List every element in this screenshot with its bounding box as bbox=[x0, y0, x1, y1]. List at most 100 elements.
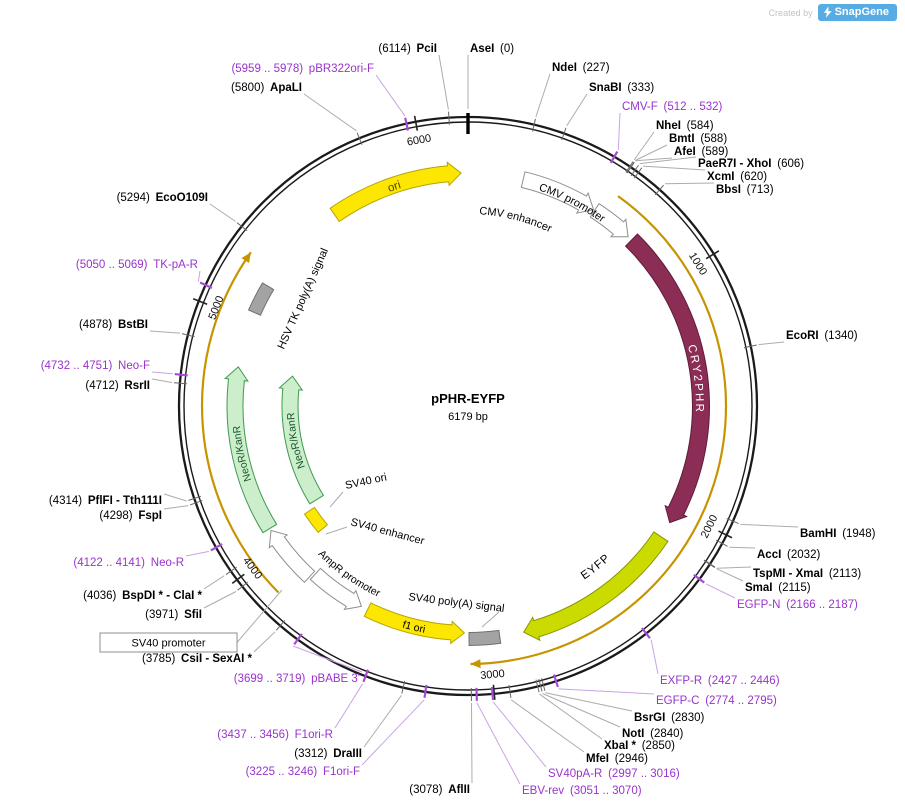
site-tk-pa-r-leader bbox=[197, 270, 201, 282]
created-by-text: Created by bbox=[768, 7, 813, 18]
scale-label-5000: 5000 bbox=[206, 294, 226, 321]
site-pbabe-3-label[interactable]: (3699 .. 3719) pBABE 3' bbox=[234, 673, 360, 685]
annotation-sv40-poly-a-signal: SV40 poly(A) signal bbox=[408, 591, 505, 615]
site-csii-sexai-label[interactable]: (3785) CsiI - SexAI * bbox=[142, 653, 252, 665]
site-ndei-label[interactable]: NdeI (227) bbox=[552, 62, 610, 74]
site-f1ori-f-tick bbox=[423, 684, 428, 698]
site-paer7i-xhoi-label[interactable]: PaeR7I - XhoI (606) bbox=[698, 158, 804, 170]
site-mfei-label[interactable]: MfeI (2946) bbox=[586, 753, 648, 765]
site-fspi-label[interactable]: (4298) FspI bbox=[99, 510, 162, 522]
feature-cassette-arc-sv40 bbox=[200, 251, 280, 594]
site-apali-leader bbox=[303, 93, 357, 132]
site-bamhi-label[interactable]: BamHI (1948) bbox=[800, 528, 876, 540]
scale-tick-6000 bbox=[413, 115, 419, 131]
site-mfei-tick bbox=[508, 684, 512, 698]
site-ecori-label[interactable]: EcoRI (1340) bbox=[786, 330, 858, 342]
site-noti-leader bbox=[542, 693, 621, 728]
feature-ori[interactable] bbox=[329, 161, 462, 223]
site-f1ori-f-label[interactable]: (3225 .. 3246) F1ori-F bbox=[246, 766, 360, 778]
annotation-sv40-enhancer: SV40 enhancer bbox=[349, 516, 426, 547]
site-smai-label[interactable]: SmaI (2115) bbox=[745, 582, 811, 594]
feature-hsv-tk-poly-a-signal[interactable] bbox=[247, 282, 275, 316]
site-noti-tick bbox=[538, 678, 543, 692]
site-bmti-label[interactable]: BmtI (588) bbox=[669, 133, 727, 145]
site-draiii-label[interactable]: (3312) DraIII bbox=[294, 748, 362, 760]
site-xcmi-label[interactable]: XcmI (620) bbox=[707, 171, 767, 183]
sv40-promoter-label[interactable]: SV40 promoter bbox=[132, 638, 206, 650]
label-arc-path bbox=[459, 445, 673, 615]
site-ndei-leader bbox=[535, 73, 551, 118]
site-neo-r-tick bbox=[210, 543, 223, 552]
feature-sv40-ori[interactable] bbox=[303, 506, 329, 534]
site-snabi-label[interactable]: SnaBI (333) bbox=[589, 82, 654, 94]
site-bbsi-label[interactable]: BbsI (713) bbox=[716, 184, 774, 196]
site-apali-label[interactable]: (5800) ApaLI bbox=[231, 82, 302, 94]
site-pcii-leader bbox=[438, 54, 449, 110]
feature-cassette-arc-cmv-arrowhead bbox=[470, 659, 481, 669]
site-egfp-n-label[interactable]: EGFP-N (2166 .. 2187) bbox=[737, 599, 858, 611]
feature-neor-kanr-inner[interactable] bbox=[278, 375, 325, 505]
site-bspdi-clai-leader bbox=[203, 575, 225, 590]
site-acci-label[interactable]: AccI (2032) bbox=[757, 549, 820, 561]
feature-cmv-enhancer[interactable] bbox=[520, 171, 595, 214]
site-exfp-r-leader bbox=[650, 639, 659, 675]
site-csii-sexai-tick bbox=[275, 620, 286, 631]
site-bspdi-clai-tick bbox=[225, 566, 237, 576]
site-f1ori-r-leader bbox=[334, 683, 364, 729]
site-pbr322ori-f-label[interactable]: (5959 .. 5978) pBR322ori-F bbox=[231, 63, 374, 75]
site-bstbi-label[interactable]: (4878) BstBI bbox=[79, 319, 148, 331]
site-ecori-tick bbox=[743, 344, 757, 349]
site-draiii-tick bbox=[401, 680, 406, 694]
site-egfp-c-label[interactable]: EGFP-C (2774 .. 2795) bbox=[656, 695, 777, 707]
site-tspmi-xmai-tick bbox=[703, 559, 716, 568]
site-neo-f-label[interactable]: (4732 .. 4751) Neo-F bbox=[41, 360, 150, 372]
site-asei-label[interactable]: AseI (0) bbox=[470, 43, 514, 55]
site-exfp-r-label[interactable]: EXFP-R (2427 .. 2446) bbox=[660, 675, 780, 687]
site-bstbi-leader bbox=[149, 330, 181, 334]
site-egfp-c-leader bbox=[558, 688, 655, 695]
site-bspdi-clai-label[interactable]: (4036) BspDI * - ClaI * bbox=[83, 590, 202, 602]
site-sfii-label[interactable]: (3971) SfiI bbox=[145, 609, 202, 621]
site-mfei-leader bbox=[510, 699, 585, 753]
site-pcii-tick bbox=[448, 111, 450, 125]
snapgene-logo-text: SnapGene bbox=[834, 6, 889, 18]
site-f1ori-r-label[interactable]: (3437 .. 3456) F1ori-R bbox=[217, 729, 333, 741]
feature-neor-kanr-outer[interactable] bbox=[223, 366, 278, 534]
site-ebv-rev-label[interactable]: EBV-rev (3051 .. 3070) bbox=[522, 785, 642, 797]
site-ecori-leader bbox=[758, 341, 785, 346]
label-arc-path bbox=[382, 214, 625, 296]
site-pbabe-3-leader bbox=[292, 645, 363, 673]
plasmid-title: pPHR-EYFP bbox=[431, 391, 505, 406]
site-sv40pa-r-label[interactable]: SV40pA-R (2997 .. 3016) bbox=[548, 768, 680, 780]
site-rsrii-label[interactable]: (4712) RsrII bbox=[85, 380, 150, 392]
feature-cassette-arc-cmv bbox=[470, 195, 728, 666]
feature-ampr-promoter[interactable] bbox=[309, 567, 363, 611]
site-aflii-label[interactable]: (3078) AflII bbox=[409, 784, 470, 796]
site-cmv-f-label[interactable]: CMV-F (512 .. 532) bbox=[622, 101, 723, 113]
site-pcii-label[interactable]: (6114) PciI bbox=[378, 43, 437, 55]
site-tspmi-xmai-label[interactable]: TspMI - XmaI (2113) bbox=[753, 568, 861, 580]
feature-ori-label: ori bbox=[386, 179, 402, 194]
site-sfii-leader bbox=[203, 591, 237, 609]
feature-sv40-poly-a-signal[interactable] bbox=[468, 629, 502, 647]
site-afei-label[interactable]: AfeI (589) bbox=[674, 146, 729, 158]
feature-f1-ori[interactable] bbox=[363, 602, 466, 645]
site-tk-pa-r-label[interactable]: (5050 .. 5069) TK-pA-R bbox=[76, 259, 198, 271]
site-noti-label[interactable]: NotI (2840) bbox=[622, 728, 684, 740]
feature-cry2phr[interactable] bbox=[624, 233, 710, 524]
feature-cmv-promoter[interactable] bbox=[589, 203, 629, 238]
site-ecoo109i-label[interactable]: (5294) EcoO109I bbox=[117, 192, 208, 204]
site-pbr322ori-f-tick bbox=[404, 117, 410, 131]
feature-cassette-arc-sv40-arrowhead bbox=[241, 252, 251, 264]
feature-eyfp[interactable] bbox=[522, 531, 669, 642]
site-bsrgi-tick bbox=[541, 678, 546, 691]
site-neo-r-label[interactable]: (4122 .. 4141) Neo-R bbox=[73, 557, 184, 569]
feature-sv40-promoter[interactable] bbox=[268, 529, 316, 584]
site-pflfi-tth111i-label[interactable]: (4314) PflFI - Tth111I bbox=[49, 495, 162, 507]
site-xbai-label[interactable]: XbaI * (2850) bbox=[604, 740, 675, 752]
site-smai-leader bbox=[716, 568, 744, 582]
site-bsrgi-label[interactable]: BsrGI (2830) bbox=[634, 712, 704, 724]
site-nhei-label[interactable]: NheI (584) bbox=[656, 120, 714, 132]
site-egfp-n-leader bbox=[705, 583, 736, 599]
